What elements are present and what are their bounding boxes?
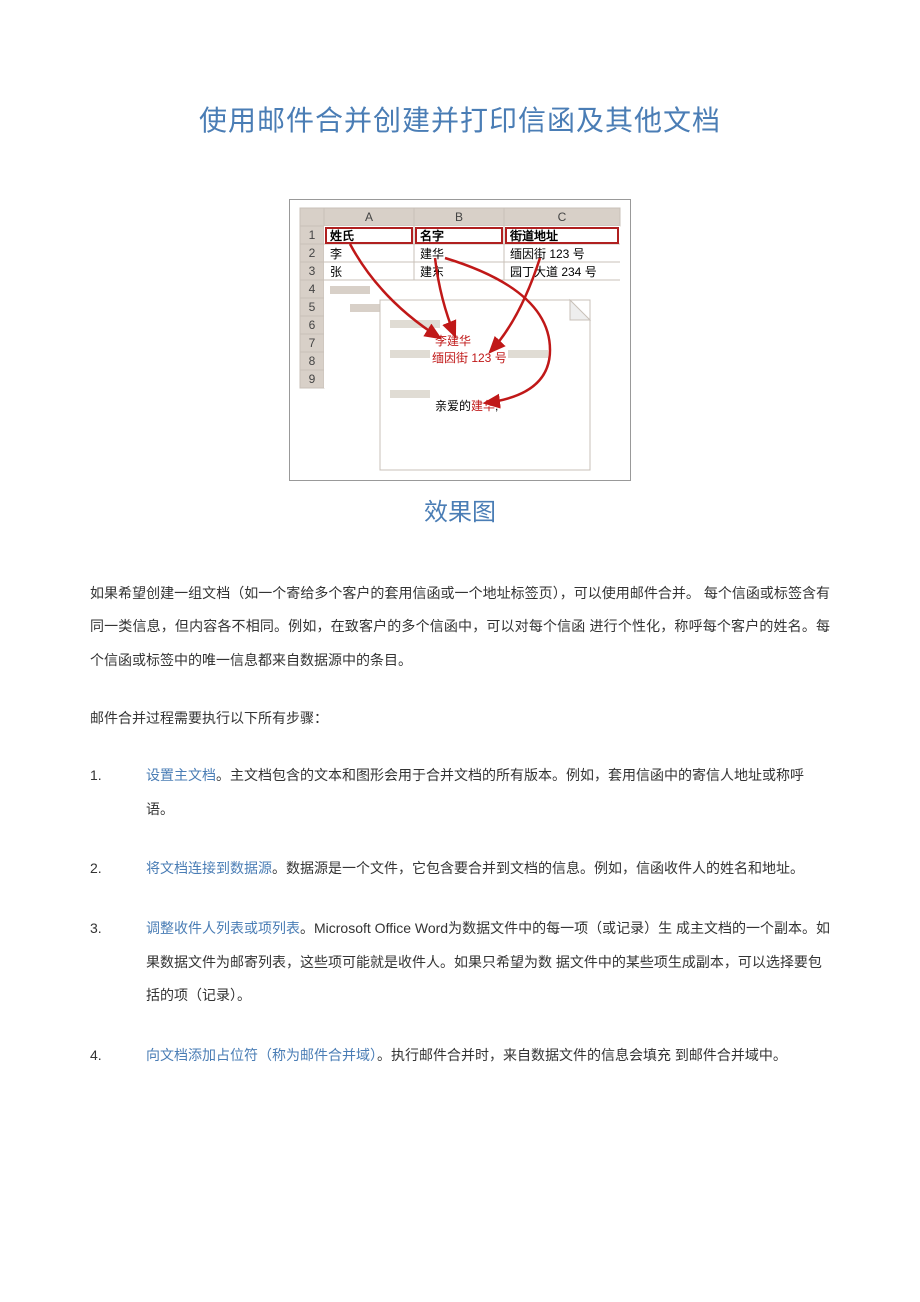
svg-text:名字: 名字 <box>420 228 444 243</box>
intro-sub: 邮件合并过程需要执行以下所有步骤： <box>90 702 830 736</box>
col-header-b: B <box>455 210 463 224</box>
svg-text:8: 8 <box>309 354 316 368</box>
mail-merge-diagram: A B C 1 2 3 4 5 6 <box>289 199 631 481</box>
svg-text:6: 6 <box>309 318 316 332</box>
step-4-link[interactable]: 向文档添加占位符（称为邮件合并域） <box>146 1047 377 1063</box>
step-2-link[interactable]: 将文档连接到数据源 <box>146 860 272 876</box>
col-header-a: A <box>365 210 373 224</box>
document-title: 使用邮件合并创建并打印信函及其他文档 <box>90 99 830 139</box>
step-1: 设置主文档。主文档包含的文本和图形会用于合并文档的所有版本。例如，套用信函中的寄… <box>90 759 830 826</box>
svg-text:3: 3 <box>309 264 316 278</box>
svg-text:张: 张 <box>330 265 342 279</box>
svg-text:缅因街 123 号: 缅因街 123 号 <box>510 247 585 261</box>
svg-text:5: 5 <box>309 300 316 314</box>
figure-container: A B C 1 2 3 4 5 6 <box>90 199 830 527</box>
step-3-link[interactable]: 调整收件人列表或项列表 <box>146 920 300 936</box>
svg-text:园丁大道 234 号: 园丁大道 234 号 <box>510 265 597 279</box>
svg-text:4: 4 <box>309 282 316 296</box>
svg-text:亲爱的建华,: 亲爱的建华, <box>435 398 498 413</box>
col-header-c: C <box>558 210 567 224</box>
svg-text:7: 7 <box>309 336 316 350</box>
svg-text:1: 1 <box>309 228 316 242</box>
steps-list: 设置主文档。主文档包含的文本和图形会用于合并文档的所有版本。例如，套用信函中的寄… <box>90 759 830 1072</box>
svg-text:2: 2 <box>309 246 316 260</box>
step-2-rest: 。数据源是一个文件，它包含要合并到文档的信息。例如，信函收件人的姓名和地址。 <box>272 860 804 876</box>
step-1-rest: 。主文档包含的文本和图形会用于合并文档的所有版本。例如，套用信函中的寄信人地址或… <box>146 767 804 817</box>
svg-text:李: 李 <box>330 246 342 261</box>
step-4-rest: 。执行邮件合并时，来自数据文件的信息会填充 到邮件合并域中。 <box>377 1047 787 1063</box>
svg-text:建东: 建东 <box>420 265 444 279</box>
step-4: 向文档添加占位符（称为邮件合并域）。执行邮件合并时，来自数据文件的信息会填充 到… <box>90 1039 830 1073</box>
step-3: 调整收件人列表或项列表。Microsoft Office Word为数据文件中的… <box>90 912 830 1013</box>
figure-caption: 效果图 <box>90 492 830 527</box>
document-preview: 李建华 缅因街 123 号 亲爱的建华, <box>380 300 590 470</box>
svg-text:李建华: 李建华 <box>435 333 471 348</box>
row-headers: 1 2 3 4 5 6 7 8 9 <box>300 226 324 388</box>
step-2: 将文档连接到数据源。数据源是一个文件，它包含要合并到文档的信息。例如，信函收件人… <box>90 852 830 886</box>
step-1-link[interactable]: 设置主文档 <box>146 767 216 783</box>
svg-text:姓氏: 姓氏 <box>330 228 354 243</box>
svg-text:缅因街 123 号: 缅因街 123 号 <box>432 351 507 365</box>
svg-text:街道地址: 街道地址 <box>509 228 558 243</box>
title-text: 使用邮件合并创建并打印信函及其他文档 <box>199 105 721 136</box>
svg-text:建华: 建华 <box>420 247 444 261</box>
intro-paragraph: 如果希望创建一组文档（如一个寄给多个客户的套用信函或一个地址标签页），可以使用邮… <box>90 577 830 678</box>
svg-text:9: 9 <box>309 372 316 386</box>
